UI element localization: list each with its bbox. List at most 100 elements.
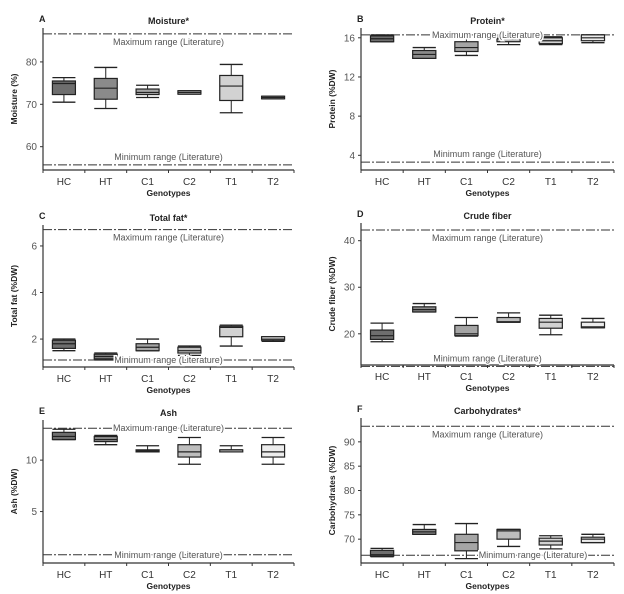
box-t2 (580, 533, 606, 544)
box-t1 (538, 314, 563, 336)
panel-letter: A (39, 14, 46, 24)
x-tick-label: HT (99, 374, 112, 385)
box-t1 (219, 63, 244, 114)
x-tick-label: C2 (502, 177, 515, 188)
box-c1 (135, 84, 160, 99)
box-ht (93, 66, 118, 110)
x-axis-label: Genotypes (466, 581, 510, 591)
y-tick-label: 12 (344, 72, 356, 83)
panel-f: F Carbohydrates* 70 75 80 85 90 Carbohydrates (… (327, 404, 615, 591)
y-tick-label: 75 (344, 510, 356, 521)
box-ht (93, 352, 118, 361)
box-t2 (260, 95, 286, 100)
box-ht (412, 523, 437, 535)
y-axis-label: Carbohydrates (%DW) (327, 445, 337, 535)
x-tick-label: HC (375, 372, 389, 383)
min-label: Minimum range (Literature) (433, 149, 542, 159)
y-tick-label: 70 (26, 100, 38, 111)
panel-title: Carbohydrates* (454, 406, 522, 416)
panel-title: Protein* (470, 16, 505, 26)
box-iqr (51, 80, 77, 96)
box-iqr (219, 74, 244, 102)
panel-letter: B (357, 14, 364, 24)
x-tick-label: HC (57, 177, 71, 188)
min-label: Minimum range (Literature) (479, 550, 588, 560)
x-tick-label: T1 (225, 177, 237, 188)
panel-letter: C (39, 211, 46, 221)
y-axis-label: Total fat (%DW) (9, 265, 19, 327)
box-hc (369, 547, 395, 558)
x-tick-label: HC (57, 374, 71, 385)
x-tick-label: T2 (587, 570, 599, 581)
x-tick-label: C2 (502, 372, 515, 383)
x-tick-label: C1 (141, 570, 154, 581)
box-iqr (580, 536, 606, 544)
x-tick-label: HT (99, 177, 112, 188)
box-c2 (496, 528, 521, 548)
box-iqr (454, 324, 479, 337)
panel-title: Crude fiber (463, 211, 512, 221)
x-axis-label: Genotypes (147, 581, 191, 591)
box-t1 (538, 36, 563, 46)
panel-letter: D (357, 209, 364, 219)
y-tick-label: 70 (344, 535, 356, 546)
box-iqr (93, 77, 118, 100)
box-c2 (496, 35, 521, 46)
x-tick-label: T1 (225, 374, 237, 385)
box-t2 (580, 34, 606, 44)
y-tick-label: 20 (344, 329, 356, 340)
box-iqr (369, 329, 395, 340)
box-iqr (580, 321, 606, 329)
panel-b: B Protein* 4 8 12 16 Protein (%DW) HC HT C1 C2 T1 T2… (327, 14, 615, 198)
x-tick-label: HT (418, 372, 431, 383)
x-tick-label: C1 (460, 177, 473, 188)
x-tick-label: C2 (183, 177, 196, 188)
y-tick-label: 85 (344, 462, 356, 473)
box-hc (51, 428, 77, 441)
box-iqr (135, 88, 160, 96)
box-iqr (454, 41, 479, 53)
panel-title: Total fat* (150, 213, 188, 223)
box-c1 (454, 522, 479, 560)
y-tick-label: 60 (26, 142, 38, 153)
y-tick-label: 16 (344, 33, 356, 44)
box-iqr (496, 528, 521, 540)
max-label: Maximum range (Literature) (432, 233, 543, 243)
x-tick-label: HT (99, 570, 112, 581)
x-tick-label: HC (375, 177, 389, 188)
y-tick-label: 80 (26, 57, 38, 68)
y-tick-label: 8 (349, 112, 355, 123)
x-tick-label: T1 (225, 570, 237, 581)
box-iqr (260, 444, 286, 458)
box-c1 (454, 34, 479, 57)
max-label: Maximum range (Literature) (113, 233, 224, 243)
x-axis-label: Genotypes (147, 188, 191, 198)
y-tick-label: 2 (31, 335, 37, 346)
min-label: Minimum range (Literature) (433, 353, 542, 363)
x-axis-label: Genotypes (466, 383, 510, 393)
y-tick-label: 4 (31, 288, 37, 299)
x-tick-label: HC (375, 570, 389, 581)
x-tick-label: T2 (267, 570, 279, 581)
box-t1 (538, 535, 563, 550)
min-label: Minimum range (Literature) (114, 550, 223, 560)
box-c2 (177, 436, 202, 465)
x-tick-label: T1 (545, 570, 557, 581)
x-tick-label: C1 (141, 177, 154, 188)
box-c2 (177, 90, 202, 95)
y-axis-label: Crude fiber (%DW) (327, 256, 337, 331)
x-axis-label: Genotypes (147, 385, 191, 395)
y-tick-label: 80 (344, 486, 356, 497)
y-tick-label: 40 (344, 236, 356, 247)
panel-d: D Crude fiber 20 30 40 Crude fiber (%DW) HC HT C… (327, 209, 615, 393)
box-t1 (219, 445, 244, 453)
x-tick-label: HT (418, 570, 431, 581)
max-label: Maximum range (Literature) (432, 429, 543, 439)
box-c1 (135, 338, 160, 352)
x-tick-label: C2 (183, 570, 196, 581)
min-label: Minimum range (Literature) (114, 355, 223, 365)
y-tick-label: 30 (344, 283, 356, 294)
box-iqr (219, 325, 244, 338)
x-tick-label: C1 (460, 372, 473, 383)
panel-title: Ash (160, 408, 177, 418)
